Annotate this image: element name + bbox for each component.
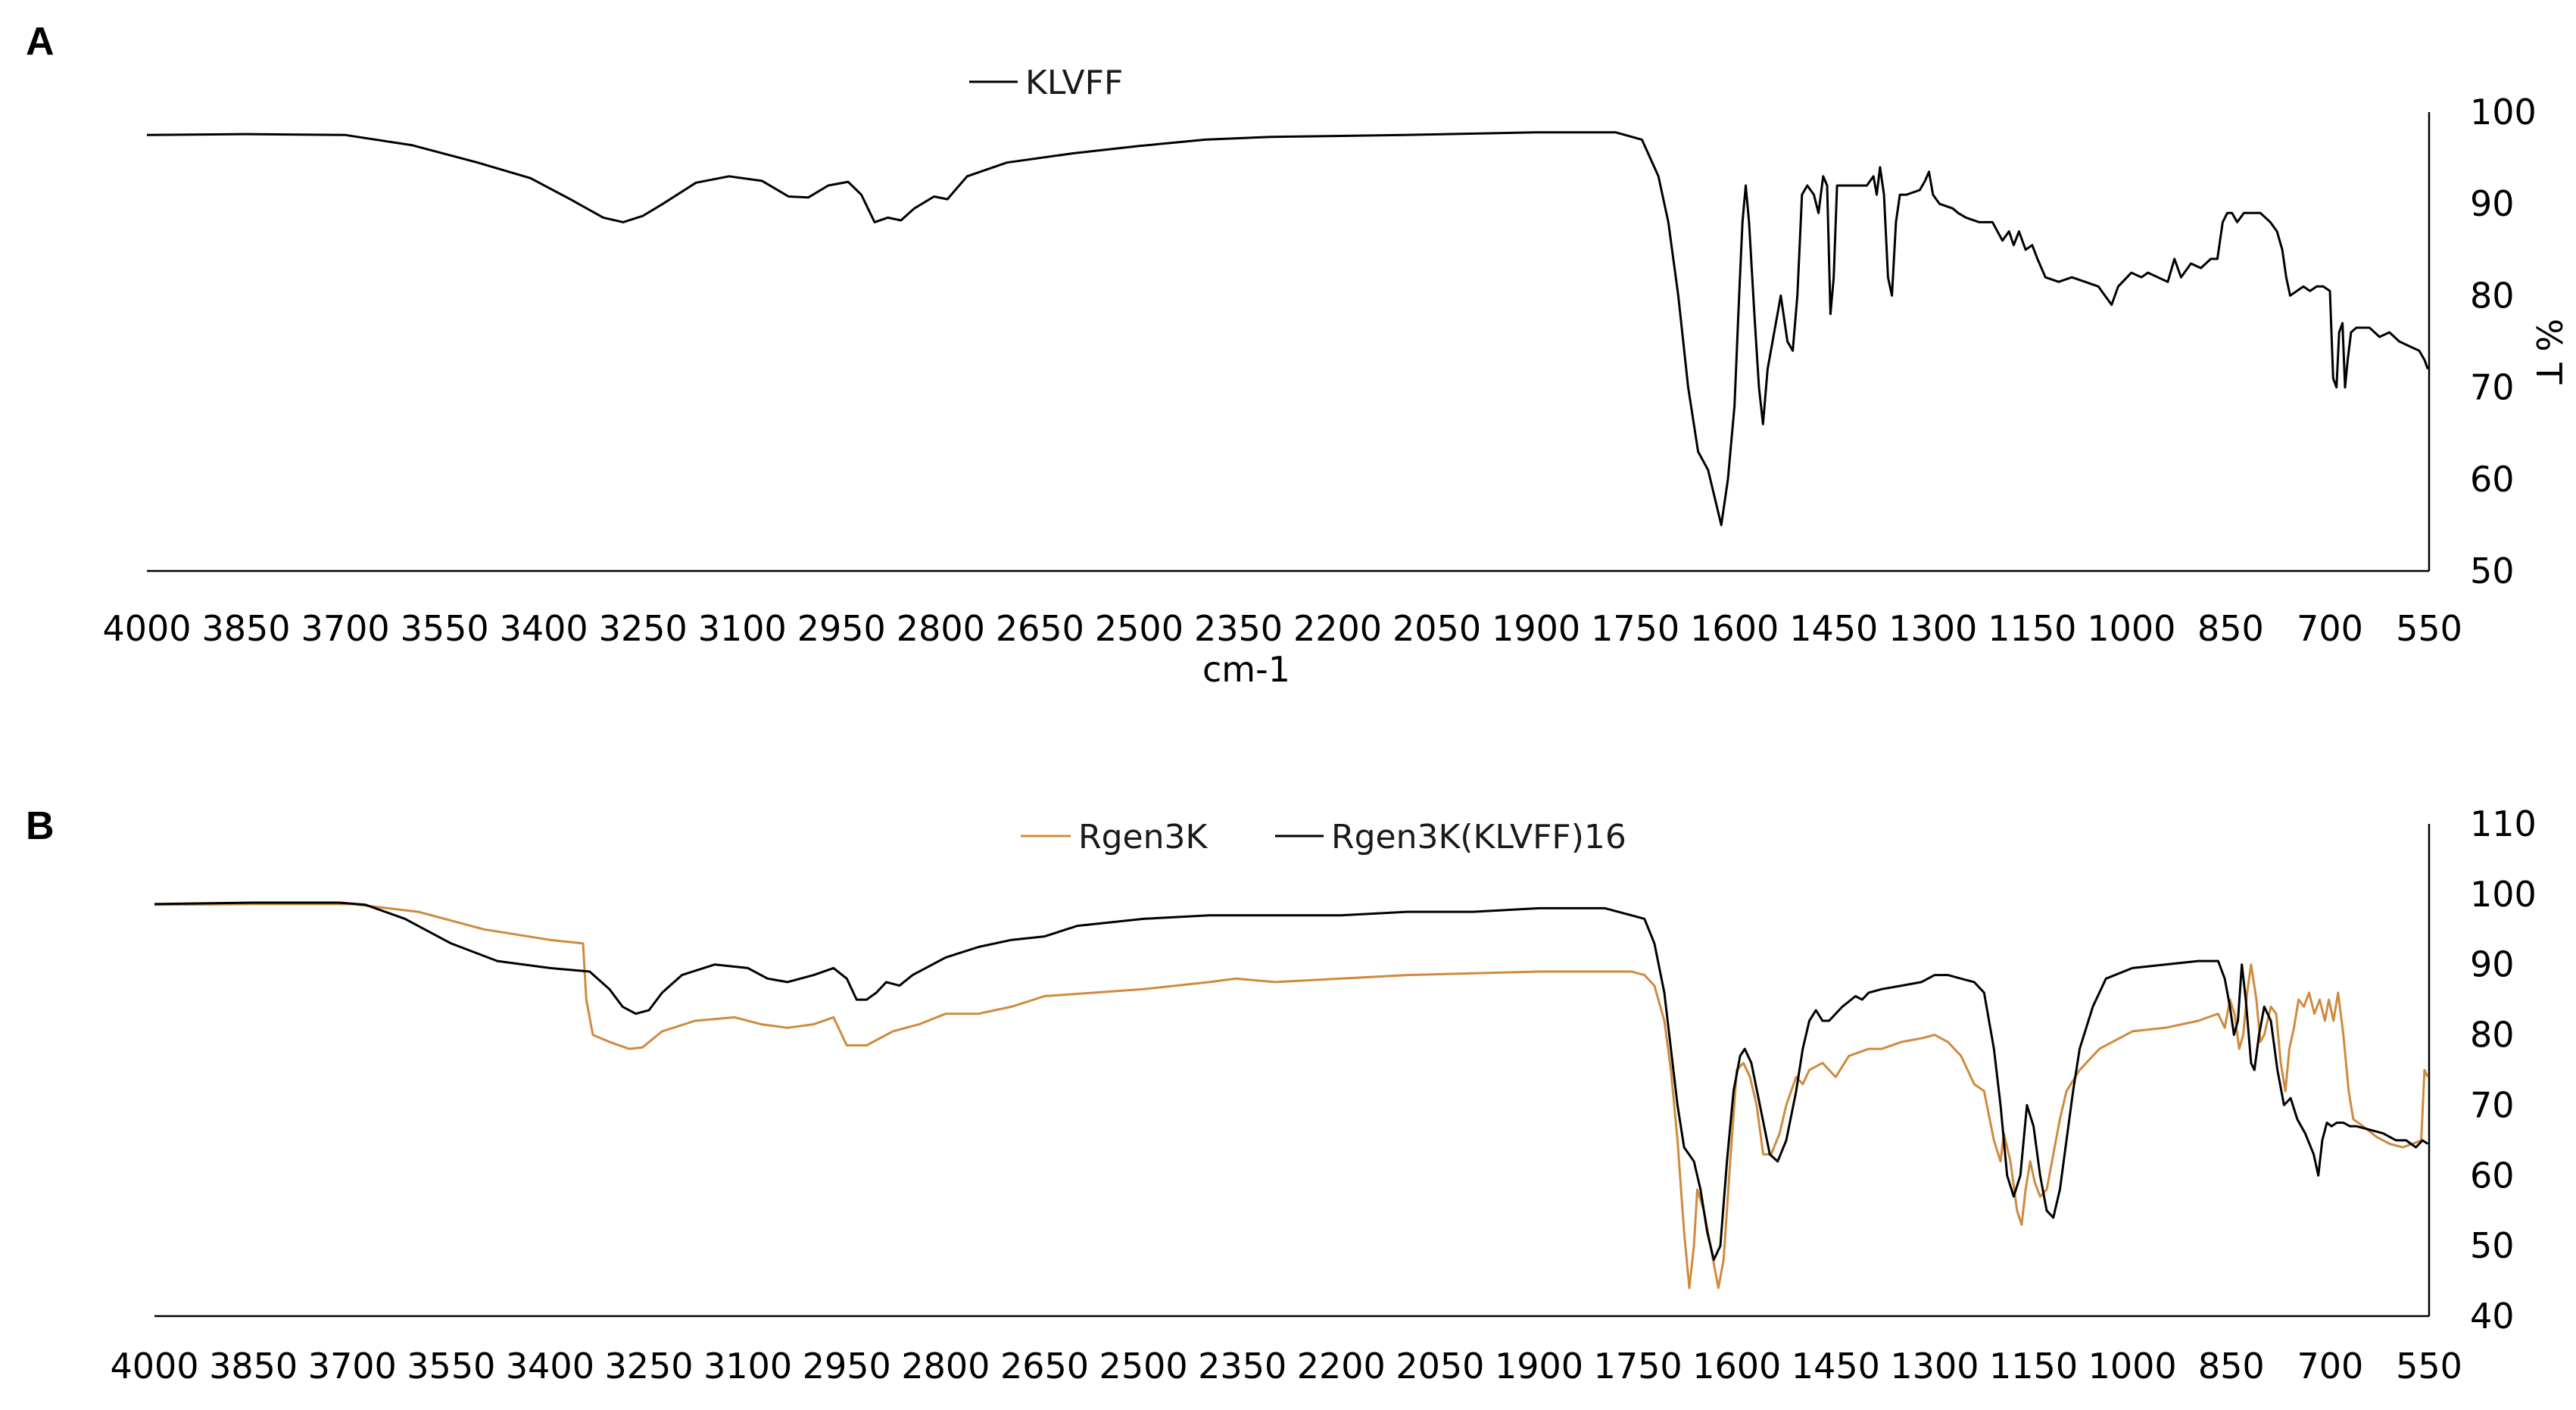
y-tick-label: 70 [2470, 1084, 2515, 1125]
x-tick-label: 550 [2396, 1346, 2462, 1387]
x-tick-label: 1150 [1988, 608, 2076, 649]
y-tick-label: 100 [2470, 874, 2537, 915]
y-tick-label: 60 [2470, 1155, 2515, 1196]
x-tick-label: 4000 [102, 608, 191, 649]
x-tick-label: 2650 [1000, 1346, 1089, 1387]
x-tick-label: 3250 [599, 608, 688, 649]
y-tick-label: 80 [2470, 1015, 2515, 1056]
panel-a-y-ticks: 50 60 70 80 90 100 [2470, 92, 2537, 591]
x-tick-label: 3550 [407, 1346, 495, 1387]
y-tick-label: 90 [2470, 944, 2515, 985]
x-tick-label: 3850 [202, 608, 291, 649]
x-tick-label: 1900 [1492, 608, 1580, 649]
x-tick-label: 1150 [1989, 1346, 2078, 1387]
x-tick-label: 2800 [901, 1346, 990, 1387]
x-tick-label: 2800 [897, 608, 985, 649]
panel-b-series-group [154, 901, 2429, 1290]
x-tick-label: 2050 [1392, 608, 1481, 649]
x-tick-label: 850 [2197, 608, 2264, 649]
y-tick-label: 80 [2470, 275, 2515, 316]
y-tick-label: 60 [2470, 459, 2515, 500]
series-line-rgen3k [154, 903, 2429, 1290]
panel-b-y-ticks: 40 50 60 70 80 90 100 110 [2470, 803, 2537, 1337]
panel-letter-b: B [26, 804, 55, 848]
x-tick-label: 3850 [209, 1346, 298, 1387]
x-tick-label: 2200 [1293, 608, 1382, 649]
y-tick-label: 90 [2470, 183, 2515, 224]
x-tick-label: 1450 [1789, 608, 1878, 649]
x-tick-label: 3250 [605, 1346, 694, 1387]
panel-letter-a: A [26, 20, 55, 64]
x-tick-label: 850 [2198, 1346, 2265, 1387]
panel-a-chart: A 4000 3850 3700 3550 3400 3250 3100 2950 2800 26… [26, 20, 2569, 690]
x-tick-label: 1750 [1594, 1346, 1683, 1387]
x-tick-label: 3550 [401, 608, 489, 649]
panel-a-y-axis-label: % T [2528, 319, 2569, 385]
x-tick-label: 3100 [698, 608, 787, 649]
y-tick-label: 40 [2470, 1296, 2515, 1337]
panel-a-series-group [146, 131, 2429, 526]
x-tick-label: 2200 [1297, 1346, 1386, 1387]
y-tick-label: 110 [2470, 803, 2537, 844]
panel-b-chart: B 4000 3850 3700 3550 3400 3250 3100 2950 2800 26… [26, 803, 2537, 1387]
x-tick-label: 3700 [301, 608, 390, 649]
panel-a-legend: KLVFF [969, 64, 1123, 102]
x-tick-label: 1600 [1690, 608, 1779, 649]
legend-label-rgen3k: Rgen3K [1078, 818, 1208, 856]
x-tick-label: 1300 [1890, 1346, 1979, 1387]
x-tick-label: 1450 [1792, 1346, 1880, 1387]
x-tick-label: 550 [2396, 608, 2462, 649]
x-tick-label: 1600 [1692, 1346, 1781, 1387]
x-tick-label: 2950 [803, 1346, 891, 1387]
x-tick-label: 1750 [1591, 608, 1679, 649]
legend-label-rgen3k-klvff16: Rgen3K(KLVFF)16 [1331, 818, 1626, 856]
x-tick-label: 2050 [1396, 1346, 1484, 1387]
x-tick-label: 3100 [703, 1346, 792, 1387]
x-tick-label: 1900 [1495, 1346, 1583, 1387]
panel-b-legend: Rgen3K Rgen3K(KLVFF)16 [1021, 818, 1626, 856]
x-tick-label: 2350 [1194, 608, 1283, 649]
y-tick-label: 50 [2470, 1225, 2515, 1266]
series-line-klvff [146, 131, 2429, 526]
y-tick-label: 50 [2470, 551, 2515, 591]
y-tick-label: 70 [2470, 367, 2515, 408]
x-tick-label: 2500 [1099, 1346, 1188, 1387]
x-tick-label: 2350 [1198, 1346, 1286, 1387]
panel-b-x-ticks: 4000 3850 3700 3550 3400 3250 3100 2950 2800 2650… [110, 1346, 2462, 1387]
x-tick-label: 2950 [797, 608, 886, 649]
x-tick-label: 700 [2297, 1346, 2363, 1387]
series-line-rgen3k-klvff-16 [154, 901, 2429, 1262]
x-tick-label: 4000 [110, 1346, 198, 1387]
y-tick-label: 100 [2470, 92, 2537, 133]
legend-label-klvff: KLVFF [1025, 64, 1123, 102]
x-tick-label: 3400 [500, 608, 588, 649]
x-tick-label: 3700 [308, 1346, 397, 1387]
x-tick-label: 1000 [2087, 608, 2175, 649]
x-tick-label: 1000 [2088, 1346, 2177, 1387]
x-tick-label: 1300 [1888, 608, 1977, 649]
x-tick-label: 3400 [506, 1346, 594, 1387]
x-tick-label: 700 [2297, 608, 2363, 649]
panel-a-x-ticks: 4000 3850 3700 3550 3400 3250 3100 2950 2800 2650… [102, 608, 2462, 649]
x-tick-label: 2500 [1095, 608, 1184, 649]
panel-a-x-axis-label: cm-1 [1202, 649, 1290, 690]
x-tick-label: 2650 [996, 608, 1084, 649]
